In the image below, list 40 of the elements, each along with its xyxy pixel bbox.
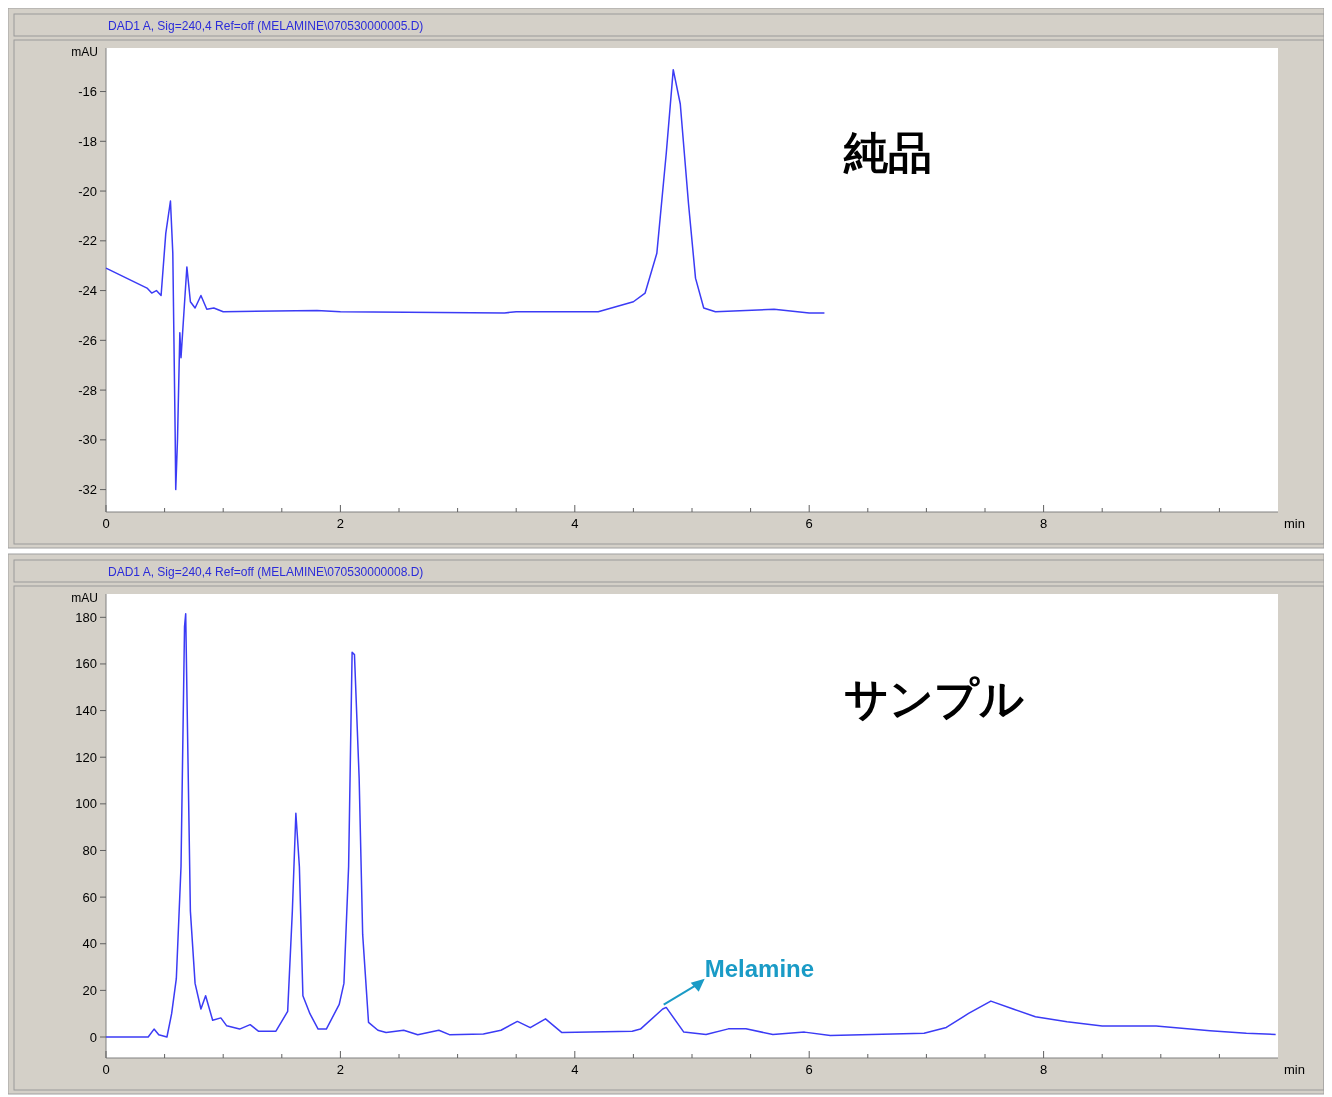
y-tick-label: 40 xyxy=(82,936,97,952)
x-tick-label: 0 xyxy=(102,516,110,531)
x-tick-label: 8 xyxy=(1039,516,1048,531)
y-tick-label: 140 xyxy=(75,703,97,719)
annotation: サンプル xyxy=(844,674,1025,723)
line-series xyxy=(105,613,1277,1038)
annotation: 純品 xyxy=(843,128,933,177)
x-axis-title: min xyxy=(1284,1062,1305,1077)
y-tick-label: 100 xyxy=(75,796,97,812)
x-tick-label: 6 xyxy=(805,1062,813,1077)
y-tick-label: -28 xyxy=(78,382,97,398)
y-tick-label: -24 xyxy=(78,283,97,299)
y-tick-label: 0 xyxy=(89,1029,97,1045)
y-axis-title: mAU xyxy=(71,591,98,605)
y-tick-label: 180 xyxy=(75,609,97,625)
x-tick-label: 4 xyxy=(571,1062,579,1077)
y-tick-label: -18 xyxy=(78,133,97,149)
x-tick-label: 0 xyxy=(102,1062,110,1077)
x-tick-label: 2 xyxy=(336,1062,345,1077)
chart-title: DAD1 A, Sig=240,4 Ref=off (MELAMINE\070530000008.D) xyxy=(108,565,424,579)
y-tick-label: -22 xyxy=(78,233,97,249)
y-tick-label: -26 xyxy=(78,332,97,348)
y-tick-label: -16 xyxy=(78,84,97,100)
y-tick-label: 120 xyxy=(75,749,97,765)
line-series xyxy=(105,68,826,491)
y-tick-label: -20 xyxy=(78,183,97,199)
x-axis-title: min xyxy=(1284,516,1305,531)
x-tick-label: 8 xyxy=(1039,1062,1048,1077)
annotation: Melamine xyxy=(704,954,815,982)
x-tick-label: 2 xyxy=(336,516,345,531)
chart-title: DAD1 A, Sig=240,4 Ref=off (MELAMINE\070530000005.D) xyxy=(108,19,424,33)
y-axis-title: mAU xyxy=(71,45,98,59)
y-tick-label: -32 xyxy=(78,482,97,498)
y-tick-label: 60 xyxy=(82,889,97,905)
y-tick-label: 20 xyxy=(82,982,97,998)
y-tick-label: 80 xyxy=(82,843,97,859)
y-tick-label: -30 xyxy=(78,432,97,448)
x-tick-label: 6 xyxy=(805,516,813,531)
x-tick-label: 4 xyxy=(571,516,579,531)
y-tick-label: 160 xyxy=(75,656,97,672)
